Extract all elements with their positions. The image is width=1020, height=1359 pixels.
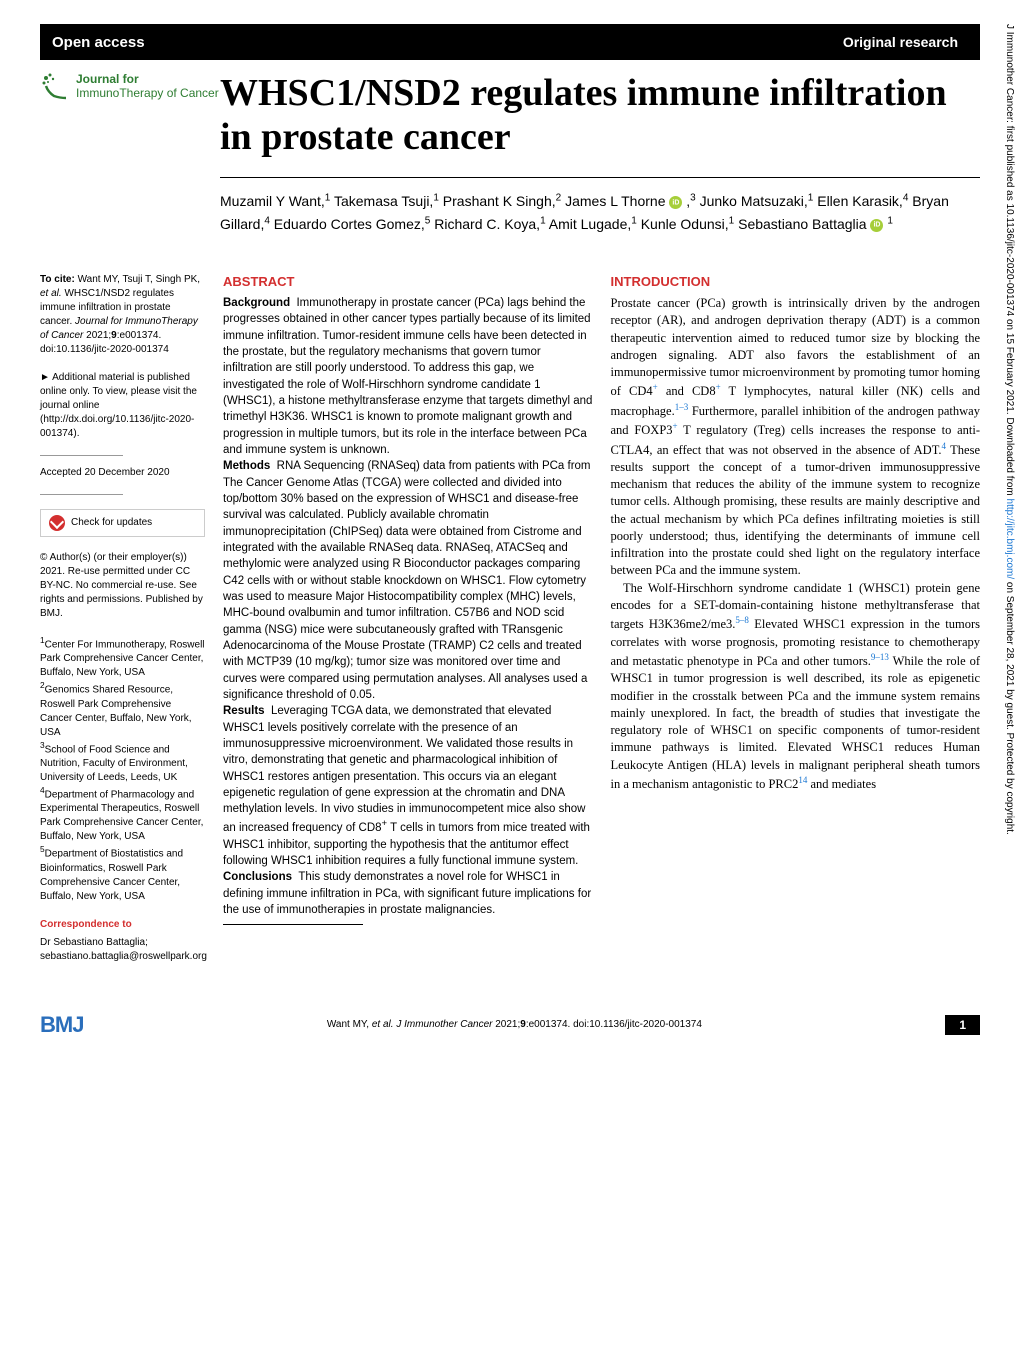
conclusions-label: Conclusions xyxy=(223,871,292,883)
correspondence-text: Dr Sebastiano Battaglia;sebastiano.batta… xyxy=(40,936,205,964)
supplementary-block: ► Additional material is published onlin… xyxy=(40,371,205,441)
correspondence-block: Correspondence to Dr Sebastiano Battagli… xyxy=(40,918,205,964)
abstract-heading: ABSTRACT xyxy=(223,273,593,291)
citation-block: To cite: Want MY, Tsuji T, Singh PK, et … xyxy=(40,273,205,357)
authors-list: Muzamil Y Want,1 Takemasa Tsuji,1 Prasha… xyxy=(220,190,980,235)
copyright-block: © Author(s) (or their employer(s)) 2021.… xyxy=(40,551,205,621)
journal-name-line2: ImmunoTherapy of Cancer xyxy=(76,86,219,100)
methods-label: Methods xyxy=(223,460,270,472)
correspondence-heading: Correspondence to xyxy=(40,918,205,932)
introduction-column: INTRODUCTION Prostate cancer (PCa) growt… xyxy=(611,273,981,978)
journal-logo: Journal for ImmunoTherapy of Cancer xyxy=(40,72,220,101)
footer: BMJ Want MY, et al. J Immunother Cancer … xyxy=(40,1002,980,1038)
page-number: 1 xyxy=(945,1015,980,1035)
title-rule xyxy=(220,177,980,178)
sidebar: To cite: Want MY, Tsuji T, Singh PK, et … xyxy=(40,273,205,978)
background-text: Immunotherapy in prostate cancer (PCa) l… xyxy=(223,297,592,456)
results-text: Leveraging TCGA data, we demonstrated th… xyxy=(223,705,590,867)
abstract-end-rule xyxy=(223,924,363,925)
results-label: Results xyxy=(223,705,265,717)
crossmark-icon xyxy=(49,515,65,531)
open-access-label: Open access xyxy=(52,34,833,51)
article-title: WHSC1/NSD2 regulates immune infiltration… xyxy=(220,72,980,159)
sidebar-rule xyxy=(40,455,123,456)
intro-para-1: Prostate cancer (PCa) growth is intrinsi… xyxy=(611,295,981,580)
journal-icon xyxy=(40,72,68,100)
check-updates-label: Check for updates xyxy=(71,516,152,530)
accepted-date: Accepted 20 December 2020 xyxy=(40,466,205,480)
sidebar-rule xyxy=(40,494,123,495)
bmj-logo: BMJ xyxy=(40,1012,83,1038)
intro-para-2: The Wolf-Hirschhorn syndrome candidate 1… xyxy=(611,580,981,793)
journal-name-line1: Journal for xyxy=(76,72,219,86)
affiliations-block: 1Center For Immunotherapy, Roswell Park … xyxy=(40,635,205,904)
methods-text: RNA Sequencing (RNASeq) data from patien… xyxy=(223,460,591,701)
introduction-heading: INTRODUCTION xyxy=(611,273,981,291)
abstract-column: ABSTRACT Background Immunotherapy in pro… xyxy=(223,273,593,978)
top-bar: Open access Original research xyxy=(40,24,980,60)
background-label: Background xyxy=(223,297,290,309)
article-type-label: Original research xyxy=(833,30,968,54)
footer-citation: Want MY, et al. J Immunother Cancer 2021… xyxy=(327,1019,702,1030)
check-for-updates-button[interactable]: Check for updates xyxy=(40,509,205,537)
